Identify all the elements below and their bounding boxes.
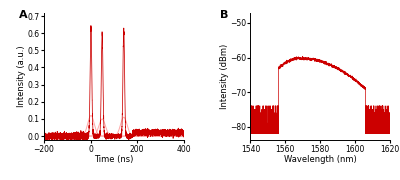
X-axis label: Time (ns): Time (ns) — [94, 155, 134, 164]
X-axis label: Wavelength (nm): Wavelength (nm) — [284, 155, 357, 164]
Y-axis label: Intensity (a.u.): Intensity (a.u.) — [17, 46, 26, 107]
Text: B: B — [220, 10, 228, 20]
Y-axis label: Intensity (dBm): Intensity (dBm) — [220, 44, 229, 109]
Text: A: A — [19, 10, 28, 20]
